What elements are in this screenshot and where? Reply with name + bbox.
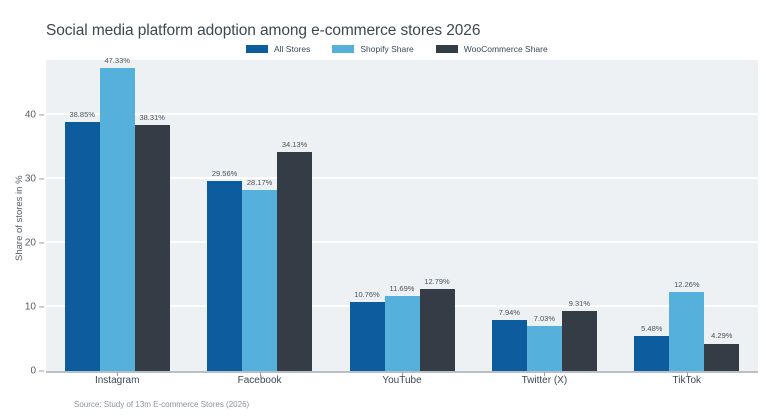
y-axis-tick-mark: [39, 114, 44, 115]
bar-value-label: 29.56%: [211, 169, 238, 179]
y-axis-title: Share of stores in %: [14, 174, 25, 261]
bar-value-label: 38.85%: [69, 109, 95, 119]
bar-value-label: 11.69%: [389, 284, 415, 294]
x-axis-tick-mark: [686, 372, 688, 376]
legend-label: All Stores: [274, 44, 311, 54]
bar-value-label: 38.31%: [139, 113, 165, 123]
x-axis-tick-mark: [544, 372, 546, 376]
y-axis-tick-mark: [39, 242, 44, 244]
legend-swatch-icon: [435, 45, 458, 53]
bar-value-label: 5.48%: [641, 323, 663, 333]
legend-label: WooCommerce Share: [463, 44, 548, 54]
legend-item-all-stores[interactable]: All Stores: [246, 43, 310, 55]
bar[interactable]: [242, 190, 278, 371]
bar[interactable]: [134, 125, 170, 371]
y-axis-tick-label: 0: [30, 365, 36, 377]
x-axis-category-label: Twitter (X): [521, 375, 568, 386]
gridline: [46, 241, 758, 243]
gridline: [46, 113, 758, 115]
legend-item-woocommerce-share[interactable]: WooCommerce Share: [435, 43, 548, 55]
x-axis-category-label: YouTube: [382, 375, 422, 386]
bar[interactable]: [64, 121, 100, 371]
bar[interactable]: [526, 325, 562, 371]
bar[interactable]: [491, 320, 527, 371]
y-axis-tick-label: 20: [24, 237, 36, 249]
bar-value-label: 7.94%: [498, 308, 521, 318]
bar-value-label: 4.29%: [711, 331, 733, 341]
legend-swatch-icon: [246, 45, 268, 53]
bar[interactable]: [561, 311, 597, 371]
x-axis-tick-mark: [259, 372, 261, 376]
bar-value-label: 28.17%: [246, 178, 273, 188]
gridline: [46, 177, 758, 179]
bar[interactable]: [384, 296, 420, 371]
bar[interactable]: [669, 292, 705, 371]
x-axis-category-label: Facebook: [237, 375, 282, 386]
bar-value-label: 12.26%: [674, 280, 700, 290]
bar-value-label: 7.03%: [533, 313, 556, 323]
bar[interactable]: [634, 335, 670, 371]
x-axis-category-label: Instagram: [94, 375, 140, 386]
plot-area: [46, 60, 758, 371]
bar[interactable]: [99, 67, 135, 371]
chart-legend: All Stores Shopify Share WooCommerce Share: [246, 43, 548, 55]
x-axis-line: [46, 371, 758, 373]
chart-title: Social media platform adoption among e-c…: [46, 22, 481, 39]
x-axis-category-label: TikTok: [672, 375, 702, 386]
bar[interactable]: [349, 302, 385, 371]
y-axis-tick-mark: [39, 178, 44, 180]
legend-swatch-icon: [332, 45, 355, 53]
x-axis-tick-mark: [402, 372, 403, 376]
bar-value-label: 34.13%: [281, 140, 308, 150]
y-axis-tick-mark: [39, 370, 44, 372]
bar-value-label: 12.79%: [424, 276, 450, 286]
bar[interactable]: [704, 343, 740, 371]
source-note: Source: Study of 13m E-commerce Stores (…: [74, 400, 250, 409]
bar-value-label: 9.31%: [568, 299, 591, 309]
y-axis-tick-mark: [39, 306, 44, 308]
bar-value-label: 47.33%: [104, 55, 130, 65]
y-axis-tick-label: 10: [24, 301, 36, 313]
x-axis-tick-mark: [117, 372, 119, 376]
y-axis-tick-label: 30: [24, 173, 36, 185]
legend-label: Shopify Share: [360, 44, 414, 54]
bar[interactable]: [277, 152, 313, 371]
bar[interactable]: [207, 181, 243, 371]
legend-item-shopify-share[interactable]: Shopify Share: [332, 43, 414, 55]
bar-value-label: 10.76%: [354, 290, 380, 299]
y-axis-tick-label: 40: [24, 109, 36, 120]
bar[interactable]: [419, 289, 455, 371]
